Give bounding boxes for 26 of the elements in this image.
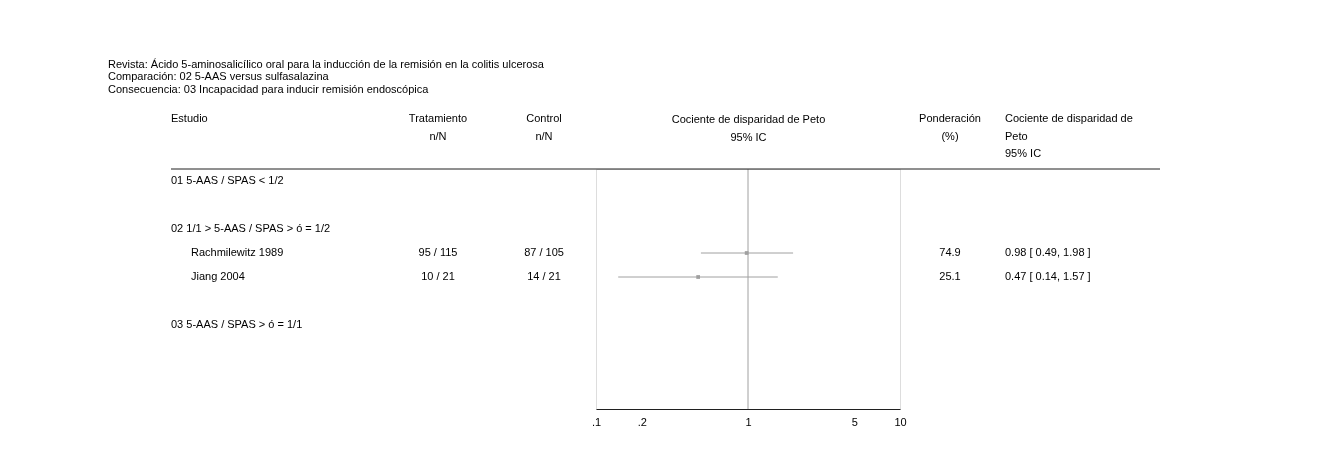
x-tick-label: .1 [591, 415, 602, 428]
text: 01 5-AAS / SPAS < 1/2 [171, 174, 284, 186]
text: 87 / 105 [524, 246, 564, 258]
text: 95 / 115 [418, 246, 458, 258]
text: 74.9 [939, 246, 961, 258]
text: Rachmilewitz 1989 [191, 246, 284, 258]
text: Estudio [171, 112, 208, 124]
text: Jiang 2004 [191, 270, 245, 282]
text: Comparación: 02 5-AAS versus sulfasalazina Consecuencia: 03 Incapacidad para inducir remisión endoscópica [108, 69, 430, 95]
x-tick-label: 5 [851, 415, 858, 428]
x-tick-label: .2 [637, 415, 647, 428]
text: 10 / 21 [421, 270, 455, 282]
x-axis-title: Cociente de disparidad de Peto 95% IC [671, 112, 826, 143]
text: Cociente de disparidad de Peto 95% IC [1005, 112, 1133, 159]
text: 0.47 [ 0.14, 1.57 ] [1005, 270, 1091, 282]
text: 14 / 21 [527, 270, 561, 282]
text: 02 1/1 > 5-AAS / SPAS > ó = 1/2 [171, 222, 331, 234]
x-tick-label: 1 [745, 415, 752, 428]
text: Revista: Ácido 5-aminosalicílico oral para la inducción de la remisión en la colitis ulcerosa [108, 57, 545, 70]
text: Ponderación (%) [919, 112, 981, 142]
text: 0.98 [ 0.49, 1.98 ] [1005, 246, 1091, 258]
text: Tratamiento n/N [408, 112, 468, 142]
text: Control n/N [526, 112, 562, 142]
text: 25.1 [939, 270, 961, 282]
text: 03 5-AAS / SPAS > ó = 1/1 [171, 318, 303, 330]
x-tick-label: 10 [894, 415, 907, 428]
